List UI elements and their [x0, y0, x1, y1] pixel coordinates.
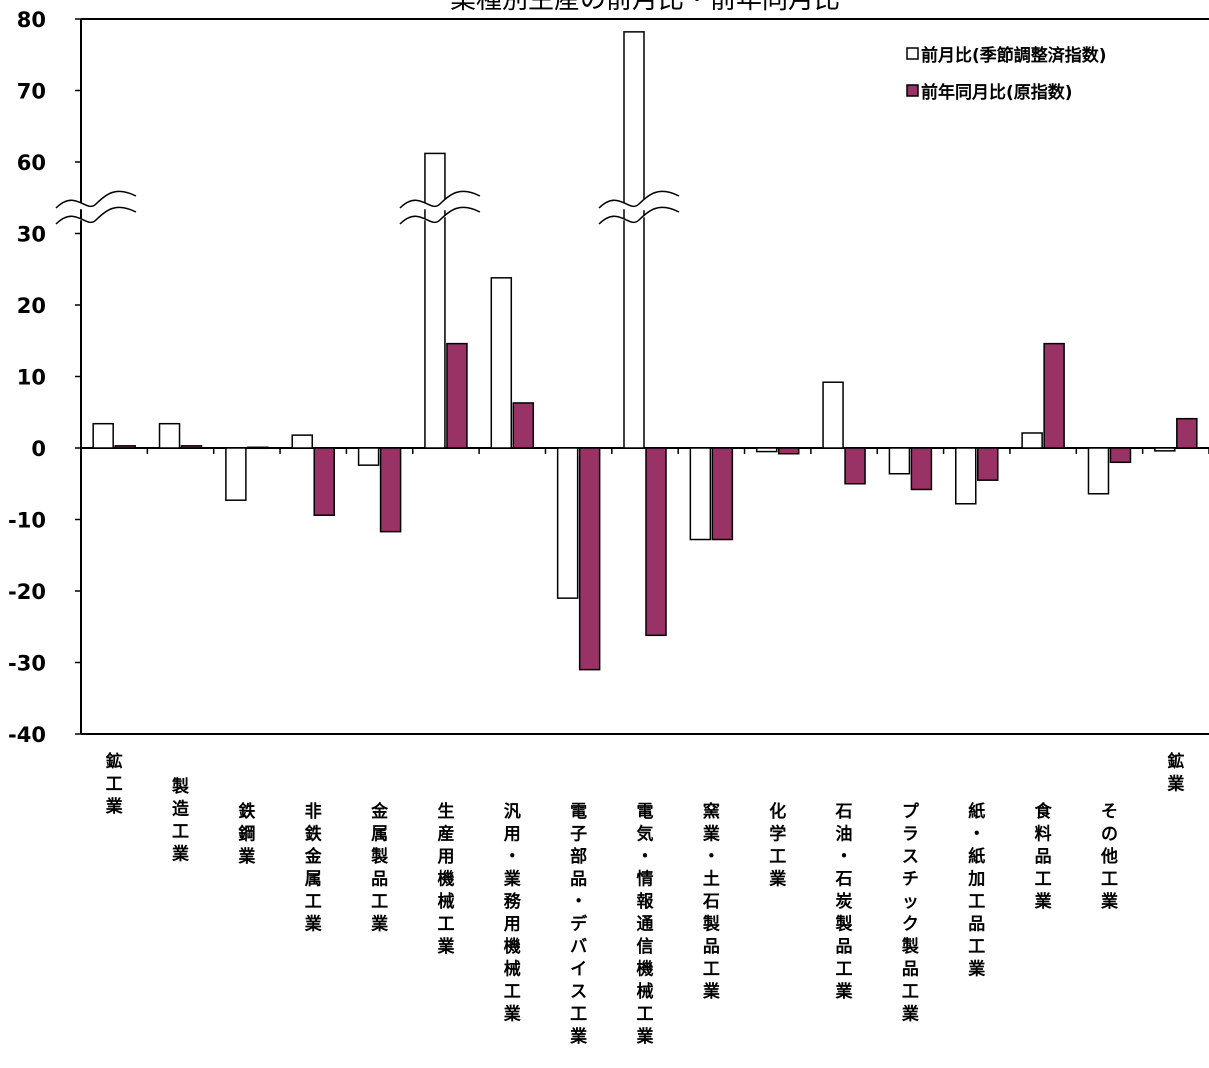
axes-layer: 80 70 60 30 20 10 0 -10 -20 -30 -40 — [8, 8, 1209, 747]
axis-break-wave — [55, 190, 137, 209]
bar-series-1 — [158, 422, 181, 449]
bar-series-1 — [556, 447, 579, 599]
y-tick-label: -40 — [8, 723, 46, 747]
bars-layer — [92, 31, 1198, 671]
category-label: 非鉄金属工業 — [304, 801, 323, 935]
category-label: 製造工業 — [171, 776, 190, 865]
bar-series-2 — [512, 402, 535, 449]
axis-break-wave — [598, 206, 680, 225]
bar-series-2 — [645, 447, 667, 637]
y-tick-label: 30 — [17, 223, 46, 247]
bar-series-1 — [92, 422, 114, 449]
legend-swatch-2 — [906, 84, 919, 97]
bar-series-2 — [1043, 342, 1065, 449]
y-tick-label: 20 — [17, 294, 46, 318]
category-label: 電子部品・デバイス工業 — [570, 802, 588, 1047]
category-label: 石油・石炭製品工業 — [835, 802, 853, 1002]
category-label: 窯業・土石製品工業 — [702, 801, 720, 1002]
category-label: 食料品工業 — [1035, 801, 1053, 912]
category-label: 鉱工業 — [106, 751, 123, 817]
y-tick-label: 10 — [17, 366, 46, 390]
bar-series-2 — [711, 447, 734, 541]
bar-series-1 — [424, 152, 446, 449]
bar-series-2 — [247, 446, 269, 450]
category-label: 鉱業 — [1167, 751, 1184, 795]
category-label: 紙・紙加工品工業 — [967, 801, 985, 980]
axis-break-fill — [399, 191, 480, 224]
category-label: 生産用機械工業 — [437, 801, 454, 957]
bar-series-1 — [822, 381, 844, 449]
axis-break-marks — [55, 190, 680, 225]
category-label: プラスチック製品工業 — [901, 801, 920, 1025]
y-tick-label: -30 — [8, 652, 46, 676]
axis-break-fill — [599, 191, 679, 224]
legend: 前月比(季節調整済指数) 前年同月比(原指数) — [906, 45, 1107, 103]
bar-series-1 — [689, 447, 712, 541]
legend-label-2: 前年同月比(原指数) — [921, 82, 1073, 103]
bar-series-1 — [291, 434, 313, 449]
axis-break-fill — [56, 191, 136, 224]
y-tick-label: -20 — [8, 580, 46, 604]
bar-series-1 — [1087, 447, 1110, 495]
category-labels: 鉱工業 製造工業 鉄鋼業 非鉄金属工業 金属製品工業 生産用機械工業 汎用・業務用機械工業 電… — [106, 751, 1185, 1047]
bar-series-2 — [844, 447, 866, 485]
bar-series-1 — [490, 277, 513, 449]
bar-series-1 — [755, 447, 778, 453]
bar-series-1 — [357, 447, 380, 466]
chart-title: 業種別生産の前月比・前年同月比 — [450, 0, 840, 15]
bar-series-2 — [910, 447, 933, 491]
bar-series-2 — [446, 342, 468, 449]
category-label: 金属製品工業 — [370, 801, 389, 935]
category-label: 化学工業 — [769, 801, 786, 890]
bar-series-2 — [180, 445, 203, 449]
y-tick-label: 80 — [17, 8, 46, 32]
bar-series-2 — [313, 447, 335, 516]
y-tick-label: 60 — [17, 151, 46, 175]
y-tick-label: 70 — [17, 80, 46, 104]
axis-break-wave — [598, 190, 680, 209]
legend-label-1: 前月比(季節調整済指数) — [921, 45, 1107, 66]
axis-break-wave — [55, 206, 137, 225]
bar-series-1 — [1021, 432, 1043, 449]
legend-swatch-1 — [906, 47, 919, 60]
bar-series-1 — [955, 447, 977, 505]
category-label: 電気・情報通信機械工業 — [636, 802, 655, 1047]
bar-series-2 — [977, 447, 999, 481]
bar-series-1 — [888, 447, 911, 475]
category-label: 鉄鋼業 — [237, 801, 255, 867]
bar-series-2 — [379, 447, 402, 533]
bar-series-1 — [623, 31, 645, 449]
y-tick-label: -10 — [8, 509, 46, 533]
axis-break-wave — [399, 206, 481, 225]
bar-series-1 — [1154, 447, 1176, 452]
y-tick-label: 0 — [31, 437, 46, 461]
category-label: その他工業 — [1100, 802, 1118, 912]
bar-series-2 — [1109, 447, 1132, 464]
bar-series-2 — [1176, 417, 1198, 449]
category-label: 汎用・業務用機械工業 — [504, 801, 522, 1025]
bar-series-2 — [777, 447, 800, 455]
bar-series-2 — [578, 447, 601, 671]
bar-series-2 — [114, 445, 136, 449]
bar-series-1 — [225, 447, 247, 501]
axis-break-wave — [399, 190, 481, 209]
